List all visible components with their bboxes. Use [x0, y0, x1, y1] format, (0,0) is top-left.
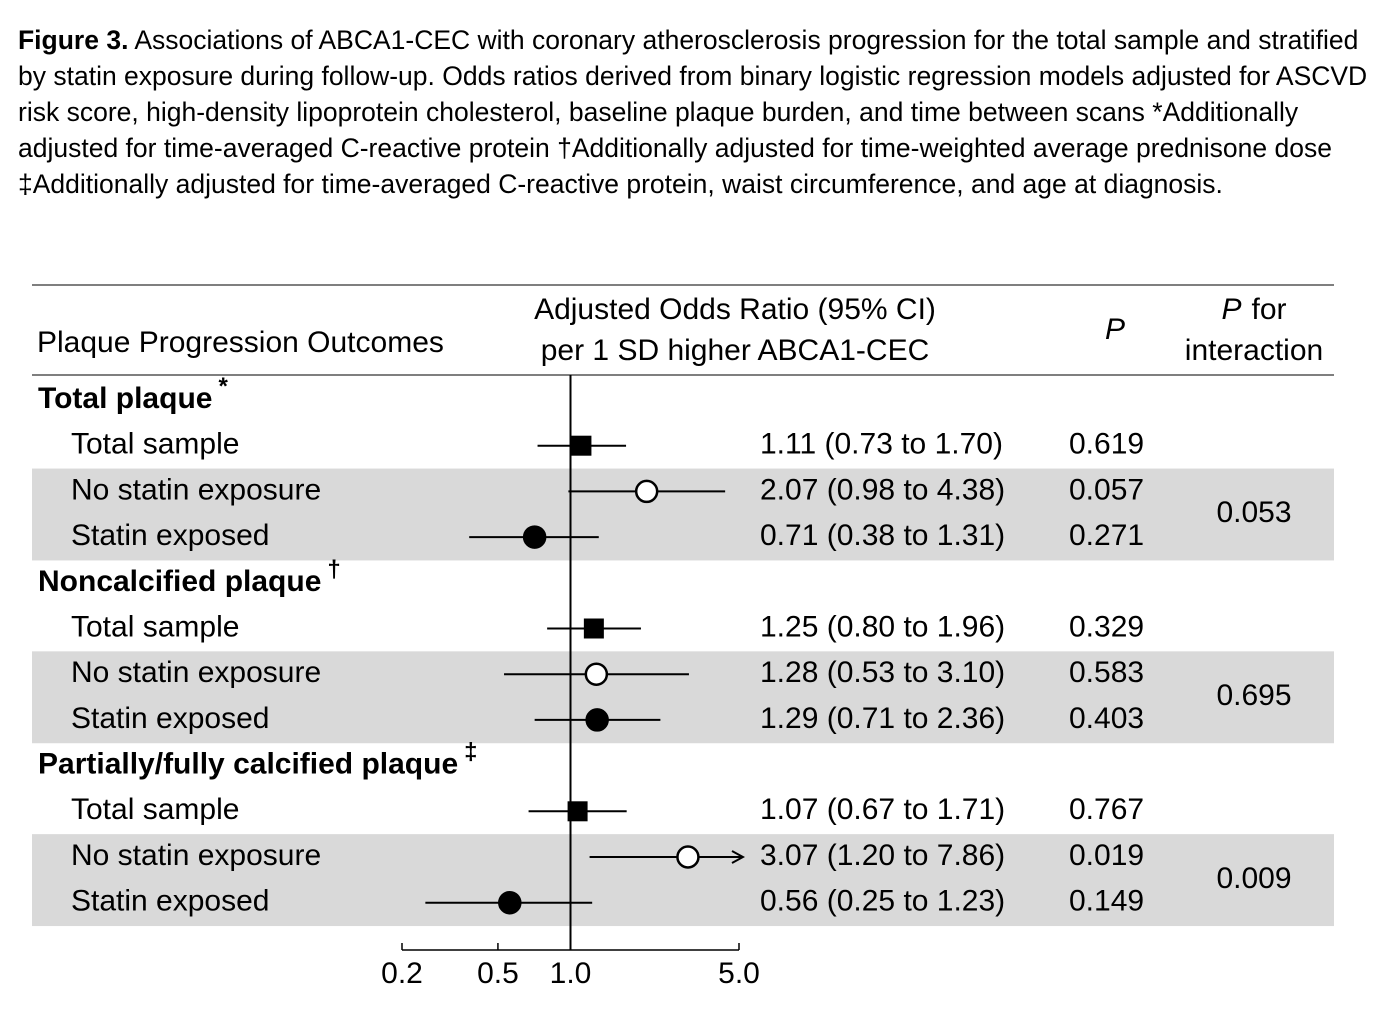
row-label: Total sample	[71, 793, 239, 826]
p-value: 0.149	[1069, 885, 1144, 918]
or-label: 1.28 (0.53 to 3.10)	[760, 656, 1005, 689]
point-square	[571, 435, 592, 456]
or-label: 1.29 (0.71 to 2.36)	[760, 702, 1005, 735]
interaction-p: 0.695	[1216, 679, 1291, 712]
point-circle	[634, 479, 659, 504]
p-value: 0.019	[1069, 839, 1144, 872]
group-name: Noncalcified plaque	[38, 565, 321, 598]
or-header: Adjusted Odds Ratio (95% CI)	[534, 293, 936, 326]
p-value: 0.057	[1069, 473, 1144, 506]
row-label: No statin exposure	[71, 839, 321, 872]
caption: Figure 3. Associations of ABCA1-CEC with…	[18, 22, 1368, 202]
x-tick-label: 1.0	[550, 957, 592, 990]
x-tick-label: 0.5	[477, 957, 519, 990]
x-tick-label: 5.0	[718, 957, 760, 990]
row-band	[32, 697, 1334, 744]
interaction-p: 0.009	[1216, 862, 1291, 895]
outcome-header: Plaque Progression Outcomes	[37, 326, 444, 359]
p-value: 0.329	[1069, 610, 1144, 643]
or-label: 1.11 (0.73 to 1.70)	[760, 428, 1003, 461]
interaction-header-p: P	[1221, 293, 1241, 326]
or-label: 1.07 (0.67 to 1.71)	[760, 793, 1005, 826]
row-label: Total sample	[71, 428, 239, 461]
p-value: 0.271	[1069, 519, 1144, 552]
row-band	[32, 879, 1334, 927]
p-value: 0.767	[1069, 793, 1144, 826]
row-label: Total sample	[71, 610, 239, 643]
or-label: 0.56 (0.25 to 1.23)	[760, 885, 1005, 918]
point-circle	[585, 708, 609, 732]
group-label: Noncalcified plaque †	[38, 556, 341, 598]
point-circle	[498, 890, 522, 915]
point-circle	[522, 525, 547, 549]
point-circle	[676, 845, 700, 869]
row-label: Statin exposed	[71, 702, 269, 735]
group-note: †	[327, 556, 340, 583]
caption-text: Associations of ABCA1-CEC with coronary …	[18, 25, 1368, 199]
group-name: Total plaque	[38, 382, 212, 415]
interaction-header: interaction	[1185, 334, 1323, 367]
row-label: Statin exposed	[71, 519, 269, 552]
row-label: Statin exposed	[71, 885, 269, 918]
row-band	[32, 514, 1334, 561]
group-note: *	[218, 373, 228, 400]
group-label: Partially/fully calcified plaque ‡	[38, 739, 478, 781]
interaction-header-for: for	[1252, 293, 1287, 326]
interaction-p: 0.053	[1216, 496, 1291, 529]
or-label: 2.07 (0.98 to 4.38)	[760, 473, 1005, 506]
point-square	[567, 801, 588, 822]
x-tick-label: 0.2	[381, 957, 423, 990]
or-header: per 1 SD higher ABCA1-CEC	[541, 334, 930, 367]
group-name: Partially/fully calcified plaque	[38, 748, 458, 781]
or-label: 1.25 (0.80 to 1.96)	[760, 610, 1005, 643]
point-circle	[584, 662, 609, 686]
group-label: Total plaque *	[38, 373, 228, 415]
row-label: No statin exposure	[71, 473, 321, 506]
p-value: 0.619	[1069, 428, 1144, 461]
group-note: ‡	[464, 739, 477, 766]
p-value: 0.403	[1069, 702, 1144, 735]
point-square	[583, 618, 604, 639]
p-header: P	[1105, 313, 1125, 346]
row-label: No statin exposure	[71, 656, 321, 689]
p-value: 0.583	[1069, 656, 1144, 689]
or-label: 3.07 (1.20 to 7.86)	[760, 839, 1005, 872]
or-label: 0.71 (0.38 to 1.31)	[760, 519, 1005, 552]
figure-label: Figure 3.	[18, 25, 129, 55]
